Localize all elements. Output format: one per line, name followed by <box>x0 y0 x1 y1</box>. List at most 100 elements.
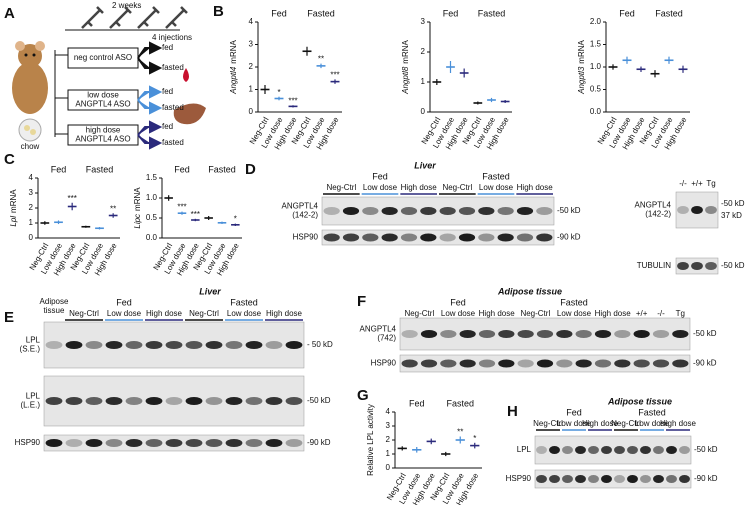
arrow <box>137 99 163 115</box>
lane-label: -/- <box>679 179 687 188</box>
condition: fed <box>162 87 173 96</box>
condition-label: Fasted <box>638 407 666 417</box>
y-axis-label-part: mRNA <box>229 39 238 63</box>
band <box>516 207 534 215</box>
blot-title: Adipose tissue <box>497 286 562 296</box>
band <box>478 207 495 215</box>
band <box>614 330 631 338</box>
band <box>478 330 496 338</box>
y-axis-label-part: Angptl4 <box>229 66 238 95</box>
band <box>265 341 283 349</box>
band <box>498 330 515 338</box>
band <box>679 475 690 483</box>
lane-label: High dose <box>517 183 554 192</box>
y-tick-label: 0.0 <box>590 107 602 116</box>
arrow <box>137 120 163 136</box>
band <box>562 475 573 483</box>
y-axis-label: Angptl3 mRNA <box>577 39 586 94</box>
band <box>677 206 689 214</box>
lane-label: High dose <box>595 309 632 318</box>
band <box>45 439 63 447</box>
band <box>125 397 143 405</box>
band <box>672 330 689 338</box>
group-label: Fasted <box>655 8 683 18</box>
band <box>478 233 495 242</box>
y-tick-label: 4 <box>29 173 34 182</box>
y-axis-label: Angptl4 mRNA <box>229 39 238 94</box>
mouse-eye <box>32 53 36 57</box>
syringe <box>137 6 160 29</box>
band <box>677 262 689 270</box>
band <box>225 397 243 405</box>
y-tick-label: 2 <box>386 435 391 444</box>
y-tick-label: 2 <box>249 62 254 71</box>
band <box>614 359 631 368</box>
y-tick-label: 3 <box>29 188 34 197</box>
band <box>652 359 670 368</box>
significance: * <box>234 215 237 224</box>
lane-label: High dose <box>146 309 183 318</box>
band <box>691 206 703 214</box>
group-label: Fed <box>409 398 425 408</box>
band <box>205 341 223 349</box>
band <box>401 359 418 368</box>
lane-label: Low dose <box>441 309 476 318</box>
y-axis-label: Lipc mRNA <box>133 187 142 229</box>
significance: ** <box>110 204 116 213</box>
lane-label: High dose <box>266 309 303 318</box>
band <box>516 233 534 242</box>
group-label: Fed <box>443 8 459 18</box>
chow-pellet <box>24 125 30 131</box>
band <box>536 330 554 338</box>
y-tick-label: 0.5 <box>146 213 158 222</box>
significance: * <box>277 88 280 97</box>
band <box>85 341 103 349</box>
band <box>459 359 476 368</box>
group-label: low dose <box>87 91 119 100</box>
panel-letter: D <box>245 161 256 178</box>
y-tick-label: 3 <box>249 40 254 49</box>
band <box>575 330 592 338</box>
band <box>601 475 612 483</box>
band <box>185 397 203 405</box>
band <box>666 475 677 483</box>
y-tick-label: 2.0 <box>590 17 602 26</box>
y-tick-label: 0 <box>386 463 391 472</box>
band <box>594 330 612 338</box>
band <box>285 439 303 447</box>
band <box>245 439 263 447</box>
row-label: ANGPTL4 <box>635 201 672 210</box>
lane-label: Neg-Ctrl <box>326 183 356 192</box>
significance: *** <box>191 210 200 219</box>
blot <box>321 196 555 226</box>
band <box>440 330 457 338</box>
band <box>556 330 573 338</box>
panel-letter: G <box>357 387 369 404</box>
lane-label: Low dose <box>635 419 670 428</box>
band <box>517 330 534 338</box>
condition-label: Fed <box>566 407 582 417</box>
y-axis-label-part: Lipc <box>133 214 142 229</box>
lane-label: Neg-Ctrl <box>611 419 641 428</box>
lane-label: Low dose <box>107 309 142 318</box>
arrow <box>137 134 163 150</box>
group-label: Fasted <box>86 164 114 174</box>
band <box>225 341 243 349</box>
band <box>420 233 437 242</box>
injections: 4 injections <box>152 33 192 42</box>
row-label: HSP90 <box>506 474 532 483</box>
band <box>588 475 599 483</box>
band <box>517 359 534 368</box>
mouse-ear <box>35 41 45 51</box>
band <box>536 446 547 454</box>
band <box>459 330 476 338</box>
y-tick-label: 1 <box>421 77 426 86</box>
row-label: LPL <box>26 392 41 401</box>
band <box>458 233 476 242</box>
band <box>185 341 203 349</box>
size-marker: -50 kD <box>307 396 331 405</box>
condition: fed <box>162 122 173 131</box>
band <box>205 439 223 447</box>
row-label: HSP90 <box>371 359 397 368</box>
